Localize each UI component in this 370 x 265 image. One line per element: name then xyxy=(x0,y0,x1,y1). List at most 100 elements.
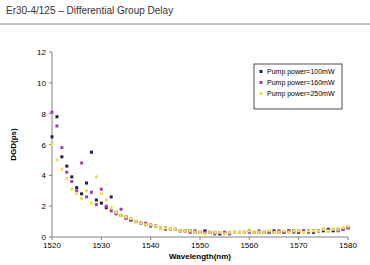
point xyxy=(184,229,187,232)
point xyxy=(75,192,78,195)
point xyxy=(90,151,93,154)
point xyxy=(110,195,113,198)
point xyxy=(327,229,330,232)
legend-label: Pump power=100mW xyxy=(267,68,335,76)
point xyxy=(258,231,261,234)
legend-label: Pump power=250mW xyxy=(267,90,335,98)
point xyxy=(302,231,305,234)
legend-box xyxy=(254,64,342,109)
x-tick xyxy=(150,237,151,240)
point xyxy=(80,197,83,200)
point xyxy=(208,231,211,234)
point xyxy=(120,208,123,211)
point xyxy=(317,229,320,232)
point xyxy=(199,231,202,234)
point xyxy=(194,231,197,234)
point xyxy=(75,189,78,192)
point xyxy=(317,229,320,232)
point xyxy=(208,231,211,234)
point xyxy=(110,209,113,212)
point xyxy=(70,175,73,178)
point xyxy=(110,206,113,209)
point xyxy=(258,231,261,234)
point xyxy=(120,214,123,217)
point xyxy=(297,229,300,232)
point xyxy=(263,231,266,234)
point xyxy=(90,191,93,194)
y-tick-label: 12 xyxy=(37,48,46,57)
point xyxy=(169,228,172,231)
point xyxy=(70,180,73,183)
point xyxy=(65,165,68,168)
point xyxy=(253,231,256,234)
point xyxy=(134,220,137,223)
point xyxy=(144,223,147,226)
point xyxy=(337,228,340,231)
point xyxy=(248,229,251,232)
chart: Er30-4/125 – Differential Group Delay024… xyxy=(0,0,370,265)
point xyxy=(263,231,266,234)
point xyxy=(213,231,216,234)
point xyxy=(203,232,206,235)
point xyxy=(149,223,152,226)
series xyxy=(51,111,350,236)
point xyxy=(238,231,241,234)
point xyxy=(243,231,246,234)
point xyxy=(238,231,241,234)
point xyxy=(268,229,271,232)
point xyxy=(322,228,325,231)
point xyxy=(169,228,172,231)
series xyxy=(51,115,350,235)
x-tick-label: 1560 xyxy=(240,241,258,250)
point xyxy=(164,226,167,229)
point xyxy=(292,229,295,232)
series xyxy=(51,143,350,235)
x-tick xyxy=(52,237,53,240)
legend: Pump power=100mW Pump power=160mW Pump pow… xyxy=(254,64,342,109)
x-tick-label: 1530 xyxy=(92,241,110,250)
point xyxy=(65,177,68,180)
point xyxy=(179,229,182,232)
legend-swatch xyxy=(260,92,263,95)
title: Er30-4/125 – Differential Group Delay xyxy=(6,5,173,16)
x-tick-label: 1580 xyxy=(339,241,357,250)
point xyxy=(248,229,251,232)
point xyxy=(253,231,256,234)
y-tick xyxy=(49,52,52,53)
point xyxy=(179,229,182,232)
point xyxy=(233,231,236,234)
y-tick-label: 8 xyxy=(42,110,47,119)
point xyxy=(208,231,211,234)
point xyxy=(139,222,142,225)
point xyxy=(125,215,128,218)
y-tick-label: 4 xyxy=(42,171,47,180)
point xyxy=(134,220,137,223)
point xyxy=(194,231,197,234)
point xyxy=(218,231,221,234)
y-tick-label: 10 xyxy=(37,79,46,88)
point xyxy=(189,229,192,232)
point xyxy=(75,186,78,189)
point xyxy=(179,229,182,232)
legend-label: Pump power=160mW xyxy=(267,79,335,87)
point xyxy=(164,226,167,229)
y-tick-label: 2 xyxy=(42,202,47,211)
x-tick xyxy=(200,237,201,240)
y-tick-label: 6 xyxy=(42,141,47,150)
point xyxy=(218,231,221,234)
point xyxy=(60,155,63,158)
point xyxy=(134,220,137,223)
point xyxy=(263,231,266,234)
point xyxy=(307,229,310,232)
x-tick xyxy=(298,237,299,240)
point xyxy=(154,225,157,228)
point xyxy=(184,229,187,232)
point xyxy=(238,231,241,234)
point xyxy=(223,232,226,235)
x-tick xyxy=(101,237,102,240)
point xyxy=(159,226,162,229)
point xyxy=(277,231,280,234)
plot-area xyxy=(51,111,350,236)
point xyxy=(55,125,58,128)
point xyxy=(95,175,98,178)
